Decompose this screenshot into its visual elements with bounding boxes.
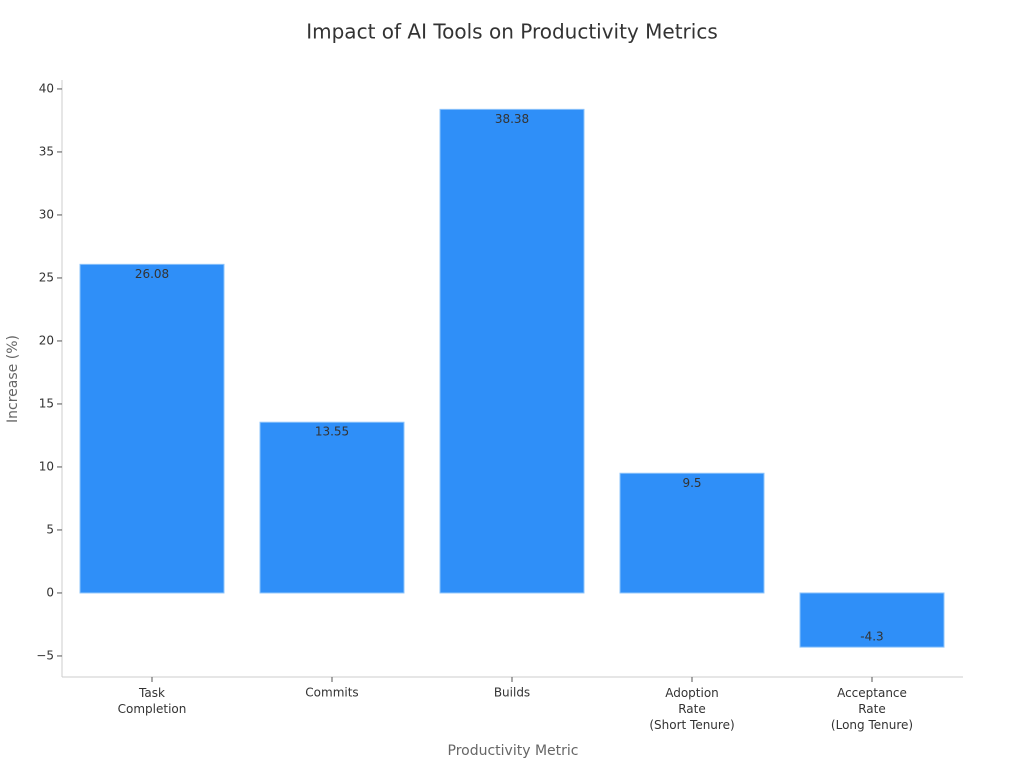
value-label: 9.5: [682, 476, 701, 490]
y-tick-label: 10: [39, 459, 54, 473]
y-tick-label: 30: [39, 207, 54, 221]
y-tick-label: 40: [39, 81, 54, 95]
y-tick-label: 25: [39, 270, 54, 284]
bar: [439, 108, 585, 594]
bar: [259, 421, 405, 594]
y-axis-label: Increase (%): [5, 335, 21, 423]
y-tick-label: 0: [46, 585, 54, 599]
y-tick-label: −5: [36, 648, 54, 662]
value-label: 26.08: [135, 267, 169, 281]
x-tick-label: Builds: [494, 686, 530, 700]
y-tick-label: 5: [46, 522, 54, 536]
value-label: 38.38: [495, 112, 529, 126]
x-tick-label: Acceptance Rate (Long Tenure): [831, 686, 913, 732]
chart-title: Impact of AI Tools on Productivity Metri…: [306, 20, 718, 44]
y-tick-label: 35: [39, 144, 54, 158]
x-tick-label: Task Completion: [118, 686, 187, 716]
bar: [619, 472, 765, 594]
bar: [799, 592, 945, 648]
x-axis-label: Productivity Metric: [448, 743, 579, 759]
y-tick-label: 20: [39, 333, 54, 347]
value-label: 13.55: [315, 425, 349, 439]
y-tick-label: 15: [39, 396, 54, 410]
bar: [79, 263, 225, 594]
x-tick-label: Commits: [305, 686, 358, 700]
x-tick-label: Adoption Rate (Short Tenure): [649, 686, 734, 732]
value-label: -4.3: [860, 630, 883, 644]
